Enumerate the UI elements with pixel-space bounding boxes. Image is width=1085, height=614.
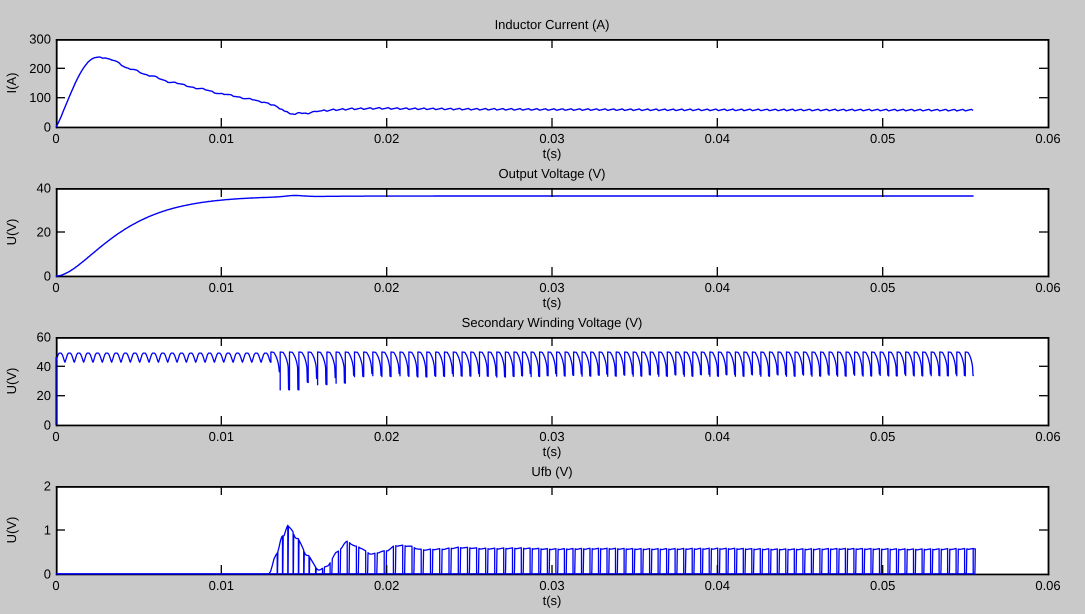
svg-text:100: 100 (29, 90, 51, 105)
svg-text:200: 200 (29, 61, 51, 76)
svg-text:Secondary Winding Voltage (V): Secondary Winding Voltage (V) (462, 315, 643, 330)
svg-text:t(s): t(s) (543, 444, 562, 459)
svg-text:0.04: 0.04 (705, 131, 730, 146)
svg-text:0.01: 0.01 (209, 578, 234, 593)
svg-text:0: 0 (44, 120, 51, 135)
svg-text:0.01: 0.01 (209, 429, 234, 444)
svg-text:0: 0 (44, 269, 51, 284)
svg-text:0.01: 0.01 (209, 131, 234, 146)
svg-text:U(V): U(V) (4, 517, 19, 544)
svg-text:0.05: 0.05 (870, 131, 895, 146)
svg-text:0.04: 0.04 (705, 578, 730, 593)
svg-text:0.03: 0.03 (539, 429, 564, 444)
svg-text:60: 60 (37, 330, 51, 345)
svg-text:0.03: 0.03 (539, 131, 564, 146)
svg-text:0.03: 0.03 (539, 578, 564, 593)
svg-text:1: 1 (44, 523, 51, 538)
svg-text:0: 0 (52, 280, 59, 295)
svg-text:0: 0 (44, 418, 51, 433)
svg-text:0.03: 0.03 (539, 280, 564, 295)
svg-text:0.01: 0.01 (209, 280, 234, 295)
svg-text:0.05: 0.05 (870, 578, 895, 593)
svg-text:0.04: 0.04 (705, 429, 730, 444)
svg-text:Ufb (V): Ufb (V) (531, 464, 572, 479)
svg-text:0: 0 (52, 578, 59, 593)
svg-text:Inductor Current (A): Inductor Current (A) (495, 17, 610, 32)
svg-text:t(s): t(s) (543, 146, 562, 161)
svg-text:0.06: 0.06 (1035, 280, 1060, 295)
svg-text:0.06: 0.06 (1035, 131, 1060, 146)
svg-text:Output Voltage (V): Output Voltage (V) (499, 166, 606, 181)
svg-text:40: 40 (37, 359, 51, 374)
svg-text:t(s): t(s) (543, 295, 562, 310)
svg-text:20: 20 (37, 388, 51, 403)
svg-text:0.06: 0.06 (1035, 429, 1060, 444)
svg-text:0.06: 0.06 (1035, 578, 1060, 593)
svg-text:t(s): t(s) (543, 593, 562, 608)
svg-text:I(A): I(A) (4, 73, 19, 94)
svg-text:0: 0 (52, 429, 59, 444)
svg-text:20: 20 (37, 225, 51, 240)
svg-text:300: 300 (29, 32, 51, 47)
svg-text:0.02: 0.02 (374, 578, 399, 593)
svg-text:0: 0 (52, 131, 59, 146)
svg-text:U(V): U(V) (4, 368, 19, 395)
svg-text:0.05: 0.05 (870, 429, 895, 444)
svg-text:0.05: 0.05 (870, 280, 895, 295)
svg-text:0.04: 0.04 (705, 280, 730, 295)
svg-text:0.02: 0.02 (374, 131, 399, 146)
svg-text:0: 0 (44, 567, 51, 582)
svg-text:0.02: 0.02 (374, 429, 399, 444)
svg-text:U(V): U(V) (4, 219, 19, 246)
svg-text:2: 2 (44, 479, 51, 494)
svg-text:0.02: 0.02 (374, 280, 399, 295)
svg-text:40: 40 (37, 181, 51, 196)
